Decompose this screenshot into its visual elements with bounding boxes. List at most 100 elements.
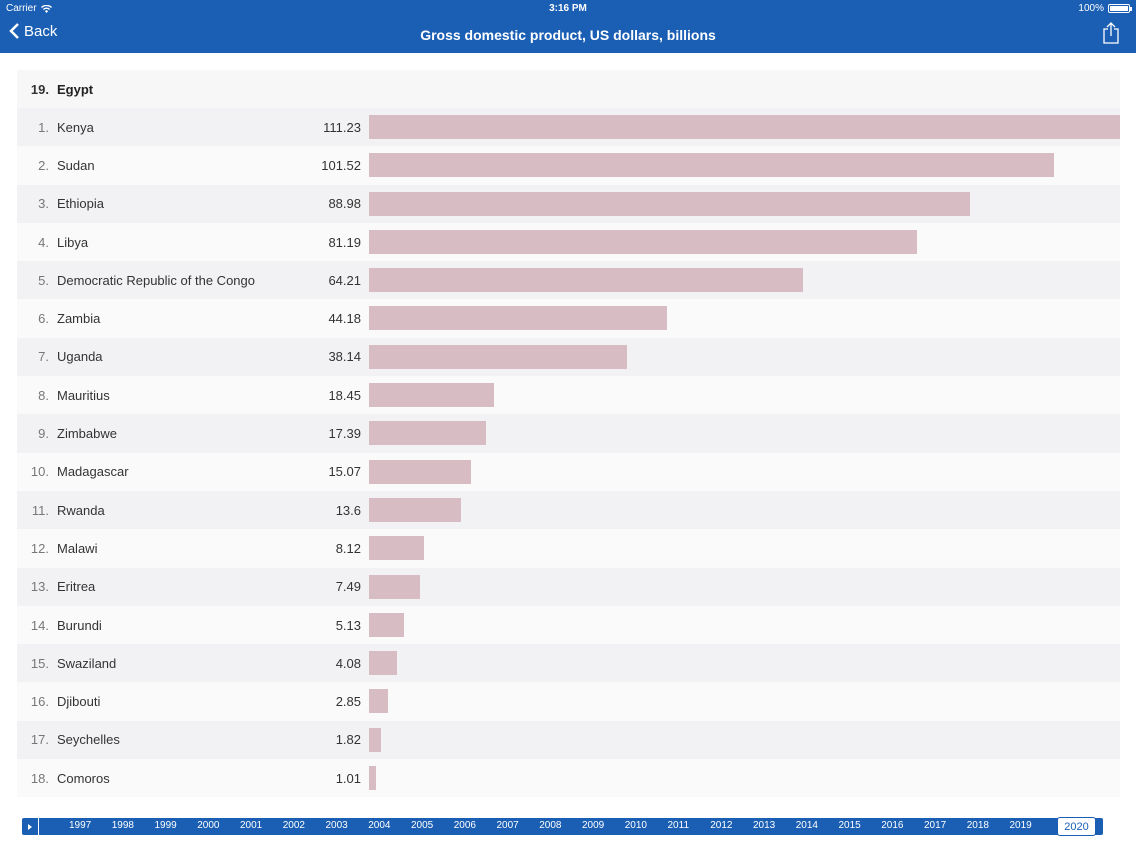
bar-row[interactable]: 17. Seychelles 1.82 xyxy=(17,720,1120,760)
year-option[interactable]: 2003 xyxy=(325,820,348,831)
row-rank: 13. xyxy=(30,579,49,595)
bar-row[interactable]: 12. Malawi 8.12 xyxy=(17,529,1120,568)
row-value-label: 64.21 xyxy=(328,272,361,288)
row-rank: 1. xyxy=(38,119,49,135)
row-value-label: 13.6 xyxy=(335,502,361,518)
year-option[interactable]: 2014 xyxy=(795,820,818,831)
bar-row[interactable]: 1. Kenya 111.23 xyxy=(17,108,1120,147)
row-value-label: 18.45 xyxy=(328,387,361,403)
year-option[interactable]: 2007 xyxy=(496,820,519,831)
year-option[interactable]: 2004 xyxy=(368,820,391,831)
bar-row[interactable]: 6. Zambia 44.18 xyxy=(17,299,1120,338)
bar-row[interactable]: 4. Libya 81.19 xyxy=(17,222,1120,262)
bar-row[interactable]: 7. Uganda 38.14 xyxy=(17,337,1120,377)
row-value-label: 44.18 xyxy=(328,311,361,327)
row-value-label: 88.98 xyxy=(328,196,361,212)
bar xyxy=(369,459,471,484)
bar-row[interactable]: 3. Ethiopia 88.98 xyxy=(17,184,1120,223)
year-option[interactable]: 1997 xyxy=(69,820,92,831)
row-country-name: Libya xyxy=(57,234,89,250)
row-value-label: 8.12 xyxy=(335,540,361,556)
row-value-label: 1.01 xyxy=(335,770,361,786)
bar-row[interactable]: 5. Democratic Republic of the Congo 64.21 xyxy=(17,261,1120,300)
row-country-name: Rwanda xyxy=(57,502,105,518)
row-country-name: Madagascar xyxy=(57,464,129,480)
row-value-label: 5.13 xyxy=(335,617,361,633)
row-value-label: 1.82 xyxy=(335,732,361,748)
row-country-name: Zimbabwe xyxy=(57,426,117,442)
bar xyxy=(369,497,461,522)
row-country-name: Uganda xyxy=(57,349,103,365)
bar xyxy=(369,651,397,676)
bar xyxy=(369,229,918,254)
bar xyxy=(369,115,1120,139)
bar-row[interactable]: 9. Zimbabwe 17.39 xyxy=(17,414,1120,453)
row-rank: 11. xyxy=(31,502,49,518)
bar xyxy=(369,727,382,752)
bar xyxy=(369,153,1055,178)
row-country-name: Comoros xyxy=(57,770,110,786)
bar xyxy=(369,421,487,446)
bar-row[interactable]: 16. Djibouti 2.85 xyxy=(17,682,1120,721)
bar xyxy=(369,766,376,791)
row-country-name: Swaziland xyxy=(57,655,117,671)
year-option[interactable]: 2015 xyxy=(838,820,861,831)
bar xyxy=(369,344,627,369)
bar-row[interactable]: 13. Eritrea 7.49 xyxy=(17,567,1120,606)
bar xyxy=(369,612,404,637)
chevron-left-icon xyxy=(9,23,19,39)
year-option[interactable]: 1999 xyxy=(154,820,177,831)
back-label: Back xyxy=(24,22,58,40)
battery-icon xyxy=(1108,4,1132,13)
bar-row[interactable]: 10. Madagascar 15.07 xyxy=(17,452,1120,491)
back-button[interactable]: Back xyxy=(8,22,57,40)
year-option[interactable]: 2018 xyxy=(966,820,989,831)
bar-rows: 1. Kenya 111.23 2. Sudan 101.52 3. Ethiopia 88.9… xyxy=(17,108,1120,798)
year-option[interactable]: 1998 xyxy=(111,820,134,831)
wifi-icon xyxy=(40,4,52,13)
bar xyxy=(369,383,494,408)
row-value-label: 4.08 xyxy=(335,655,361,671)
year-option[interactable]: 2000 xyxy=(197,820,220,831)
bar-row[interactable]: 15. Swaziland 4.08 xyxy=(17,644,1120,683)
row-value-label: 101.52 xyxy=(321,157,361,173)
year-option[interactable]: 2002 xyxy=(282,820,305,831)
bar-row[interactable]: 18. Comoros 1.01 xyxy=(17,759,1120,798)
row-rank: 15. xyxy=(30,655,49,671)
row-country-name: Ethiopia xyxy=(57,196,104,212)
bar-row[interactable]: 11. Rwanda 13.6 xyxy=(17,490,1120,530)
year-option[interactable]: 2019 xyxy=(1009,820,1032,831)
year-option[interactable]: 2010 xyxy=(624,820,647,831)
row-value-label: 2.85 xyxy=(335,694,361,710)
share-button[interactable] xyxy=(1102,22,1120,49)
year-option[interactable]: 2016 xyxy=(881,820,904,831)
bar-row[interactable]: 8. Mauritius 18.45 xyxy=(17,376,1120,415)
year-selected[interactable]: 2020 xyxy=(1057,817,1096,836)
year-option[interactable]: 2013 xyxy=(753,820,776,831)
year-option[interactable]: 2005 xyxy=(411,820,434,831)
bar xyxy=(369,689,389,714)
year-option[interactable]: 2011 xyxy=(667,820,690,831)
play-icon xyxy=(28,823,32,830)
page-title: Gross domestic product, US dollars, bill… xyxy=(420,27,716,43)
row-country-name: Malawi xyxy=(57,540,98,556)
row-country-name: Djibouti xyxy=(57,694,101,710)
year-option[interactable]: 2012 xyxy=(710,820,733,831)
year-timeline[interactable]: 1997 1998 1999 2000 2001 2002 2003 2004 2005 2006… xyxy=(22,817,1103,836)
status-time: 3:16 PM xyxy=(549,3,587,14)
bar-row[interactable]: 2. Sudan 101.52 xyxy=(17,146,1120,185)
status-carrier: Carrier xyxy=(6,3,52,14)
year-option[interactable]: 2009 xyxy=(582,820,605,831)
row-rank: 10. xyxy=(30,464,49,480)
year-option[interactable]: 2008 xyxy=(539,820,562,831)
year-option[interactable]: 2017 xyxy=(924,820,947,831)
row-value-label: 38.14 xyxy=(328,349,361,365)
timeline-play-button[interactable] xyxy=(22,818,39,835)
bar xyxy=(369,191,970,216)
row-rank: 6. xyxy=(38,311,49,327)
row-rank: 18. xyxy=(30,770,49,786)
bar-row[interactable]: 14. Burundi 5.13 xyxy=(17,605,1120,645)
year-option[interactable]: 2001 xyxy=(240,820,263,831)
row-rank: 7. xyxy=(38,349,49,365)
year-option[interactable]: 2006 xyxy=(453,820,476,831)
